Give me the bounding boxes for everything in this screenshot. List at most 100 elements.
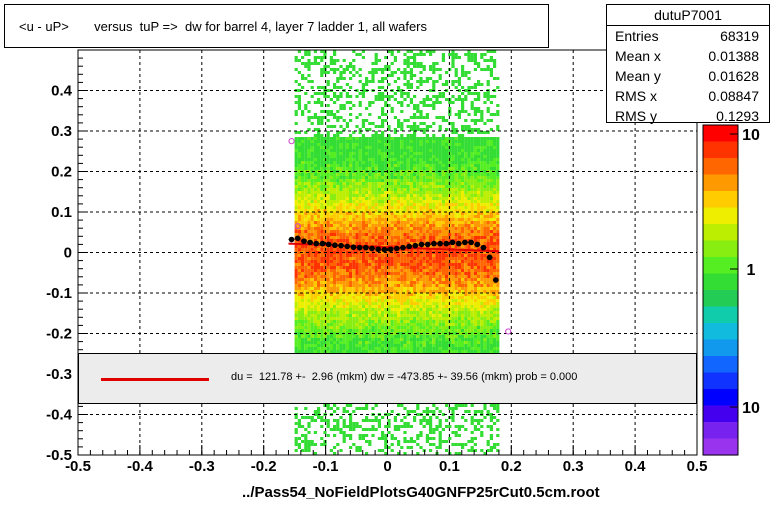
- heatmap-cell: [377, 344, 381, 347]
- heatmap-cell: [361, 287, 365, 290]
- heatmap-cell: [323, 239, 327, 242]
- heatmap-cell: [307, 440, 311, 443]
- heatmap-cell: [329, 158, 333, 161]
- heatmap-cell: [304, 50, 308, 53]
- heatmap-cell: [432, 182, 436, 185]
- heatmap-cell: [301, 212, 305, 215]
- heatmap-cell: [406, 164, 410, 167]
- heatmap-cell: [333, 101, 337, 104]
- heatmap-cell: [304, 449, 308, 452]
- heatmap-cell: [377, 266, 381, 269]
- heatmap-cell: [368, 203, 372, 206]
- heatmap-cell: [422, 338, 426, 341]
- heatmap-cell: [336, 320, 340, 323]
- heatmap-cell: [317, 239, 321, 242]
- heatmap-cell: [451, 305, 455, 308]
- heatmap-cell: [393, 332, 397, 335]
- heatmap-cell: [304, 170, 308, 173]
- heatmap-cell: [336, 203, 340, 206]
- heatmap-cell: [358, 335, 362, 338]
- heatmap-cell: [301, 185, 305, 188]
- heatmap-cell: [349, 272, 353, 275]
- heatmap-cell: [313, 323, 317, 326]
- heatmap-cell: [413, 314, 417, 317]
- heatmap-cell: [301, 293, 305, 296]
- heatmap-cell: [339, 308, 343, 311]
- heatmap-cell: [403, 167, 407, 170]
- heatmap-cell: [451, 278, 455, 281]
- heatmap-cell: [352, 65, 356, 68]
- heatmap-cell: [419, 230, 423, 233]
- heatmap-cell: [393, 161, 397, 164]
- heatmap-cell: [323, 278, 327, 281]
- heatmap-cell: [349, 341, 353, 344]
- heatmap-cell: [422, 98, 426, 101]
- heatmap-cell: [393, 425, 397, 428]
- heatmap-cell: [333, 95, 337, 98]
- heatmap-cell: [307, 194, 311, 197]
- heatmap-cell: [374, 428, 378, 431]
- heatmap-cell: [345, 323, 349, 326]
- heatmap-cell: [342, 314, 346, 317]
- heatmap-cell: [397, 305, 401, 308]
- heatmap-cell: [413, 107, 417, 110]
- heatmap-cell: [371, 179, 375, 182]
- heatmap-cell: [374, 242, 378, 245]
- heatmap-cell: [387, 329, 391, 332]
- heatmap-cell: [329, 68, 333, 71]
- heatmap-cell: [326, 194, 330, 197]
- heatmap-cell: [432, 311, 436, 314]
- heatmap-cell: [371, 257, 375, 260]
- heatmap-cell: [329, 311, 333, 314]
- heatmap-cell: [429, 155, 433, 158]
- heatmap-cell: [445, 302, 449, 305]
- heatmap-cell: [371, 335, 375, 338]
- heatmap-cell: [323, 86, 327, 89]
- heatmap-cell: [371, 275, 375, 278]
- heatmap-cell: [432, 218, 436, 221]
- heatmap-cell: [429, 104, 433, 107]
- heatmap-cell: [425, 239, 429, 242]
- heatmap-cell: [320, 218, 324, 221]
- heatmap-cell: [339, 347, 343, 350]
- heatmap-cell: [422, 311, 426, 314]
- heatmap-cell: [416, 314, 420, 317]
- heatmap-cell: [451, 179, 455, 182]
- heatmap-cell: [422, 188, 426, 191]
- heatmap-cell: [320, 119, 324, 122]
- heatmap-cell: [381, 218, 385, 221]
- heatmap-cell: [381, 161, 385, 164]
- heatmap-cell: [409, 197, 413, 200]
- heatmap-cell: [390, 326, 394, 329]
- heatmap-cell: [333, 305, 337, 308]
- heatmap-cell: [297, 230, 301, 233]
- heatmap-cell: [419, 227, 423, 230]
- heatmap-cell: [413, 293, 417, 296]
- heatmap-cell: [441, 119, 445, 122]
- heatmap-cell: [406, 425, 410, 428]
- heatmap-cell: [393, 215, 397, 218]
- heatmap-cell: [381, 449, 385, 452]
- heatmap-cell: [371, 287, 375, 290]
- heatmap-cell: [384, 212, 388, 215]
- heatmap-cell: [313, 452, 317, 455]
- heatmap-cell: [429, 158, 433, 161]
- heatmap-cell: [352, 161, 356, 164]
- heatmap-cell: [374, 341, 378, 344]
- heatmap-cell: [429, 161, 433, 164]
- heatmap-cell: [349, 302, 353, 305]
- heatmap-cell: [387, 176, 391, 179]
- heatmap-cell: [429, 146, 433, 149]
- heatmap-cell: [409, 242, 413, 245]
- heatmap-cell: [387, 173, 391, 176]
- heatmap-cell: [339, 233, 343, 236]
- heatmap-cell: [400, 206, 404, 209]
- heatmap-cell: [317, 152, 321, 155]
- heatmap-cell: [355, 146, 359, 149]
- heatmap-cell: [374, 323, 378, 326]
- heatmap-cell: [400, 308, 404, 311]
- heatmap-cell: [441, 134, 445, 137]
- heatmap-cell: [438, 203, 442, 206]
- heatmap-cell: [368, 317, 372, 320]
- heatmap-cell: [358, 308, 362, 311]
